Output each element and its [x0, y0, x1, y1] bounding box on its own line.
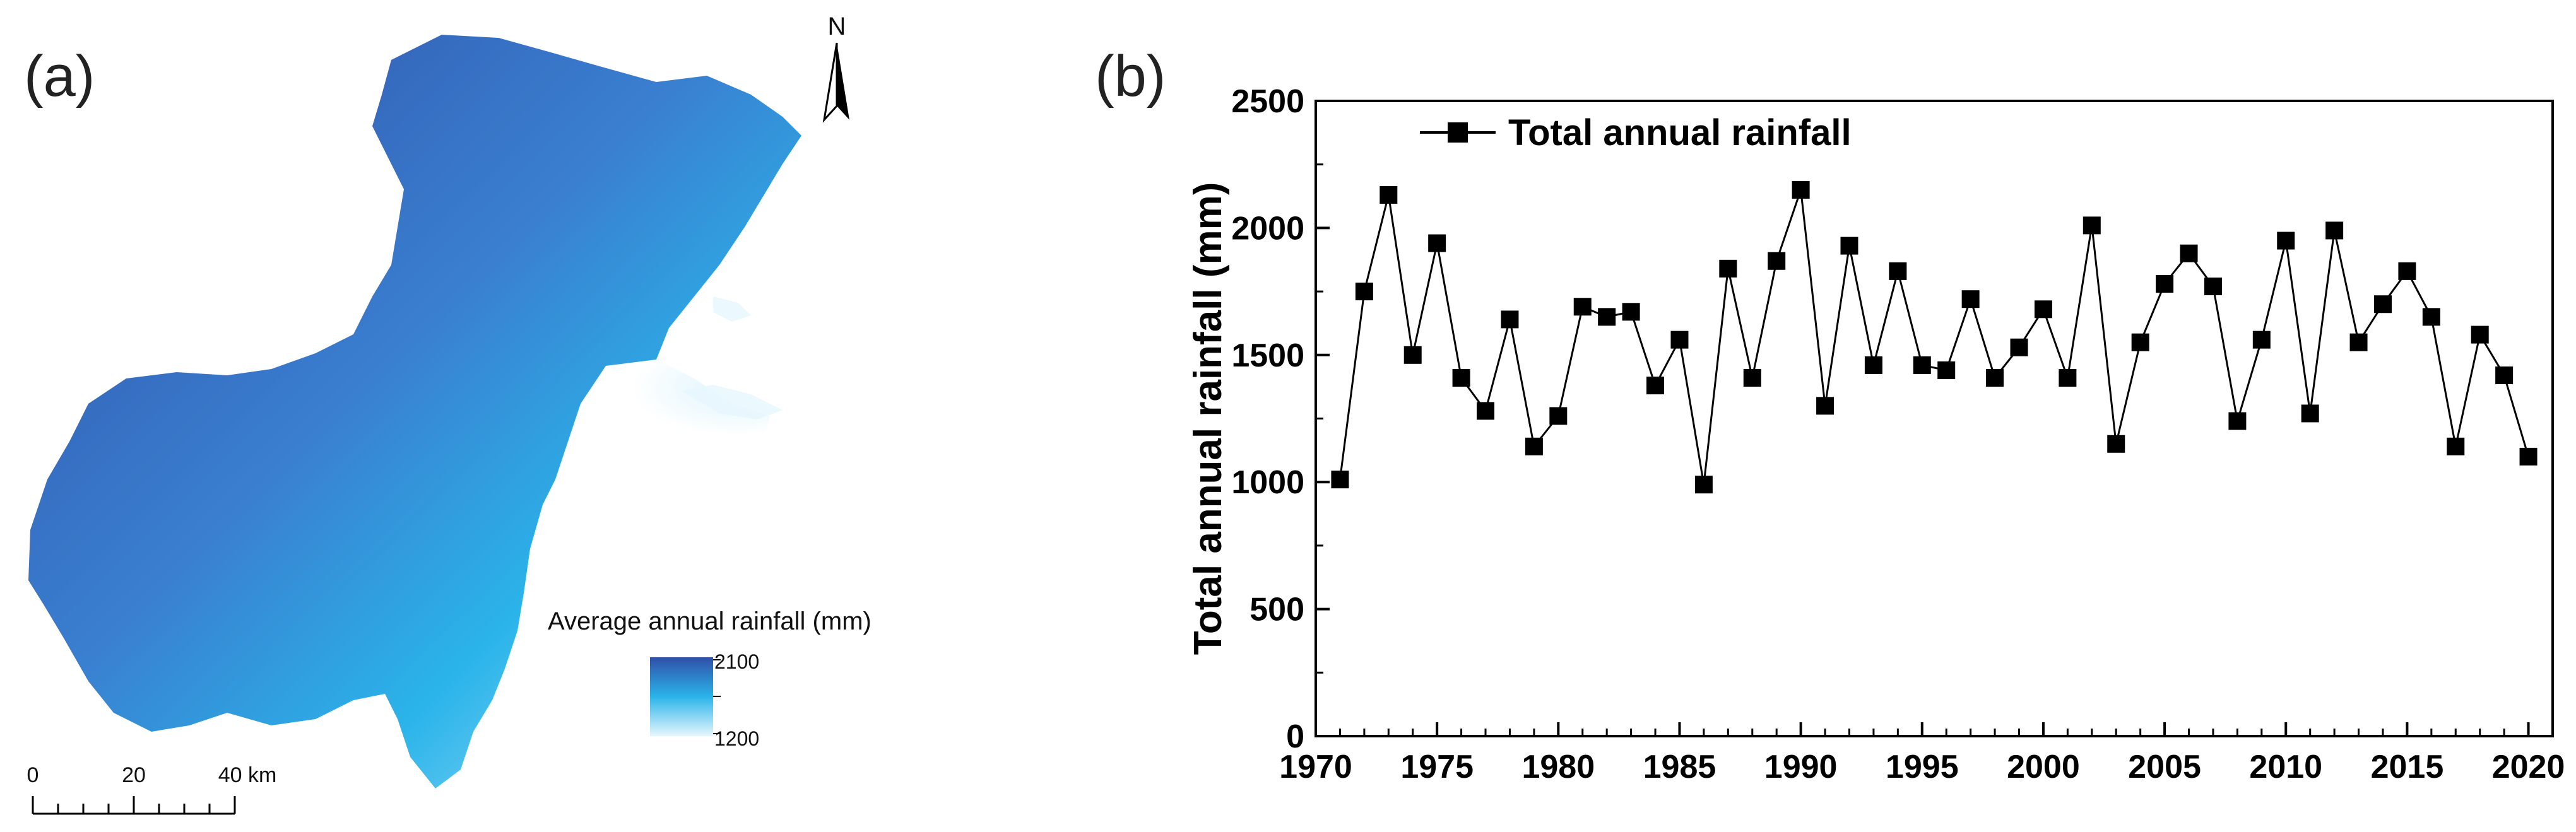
scale-bar: 0 20 40 km — [27, 763, 277, 815]
data-point — [2373, 295, 2392, 313]
data-point — [1694, 476, 1713, 494]
data-point — [2349, 333, 2368, 351]
chart-legend: Total annual rainfall — [1420, 112, 1852, 153]
panel-b-label: (b) — [1095, 44, 1166, 108]
region-shape — [28, 35, 801, 788]
legend-max-label: 2100 — [714, 650, 759, 673]
x-tick-label: 2005 — [2128, 749, 2201, 785]
y-tick-label: 2500 — [1231, 83, 1304, 120]
data-point — [1670, 331, 1689, 349]
legend-colorbar — [650, 657, 713, 736]
data-point — [1719, 259, 1737, 278]
data-point — [2034, 300, 2052, 319]
x-axis: 1970 1975 1980 1985 1990 1995 2000 2005 2010 2015… — [1279, 722, 2565, 785]
data-point — [1380, 186, 1398, 204]
y-tick-label: 500 — [1250, 592, 1304, 628]
x-tick-label: 1980 — [1521, 749, 1595, 785]
panel-a-label: (a) — [24, 44, 95, 108]
data-point — [2156, 275, 2174, 293]
data-point — [2010, 338, 2028, 356]
data-point — [2277, 231, 2295, 250]
y-tick-label: 2000 — [1231, 210, 1304, 247]
north-label: N — [828, 13, 846, 40]
data-point — [2447, 437, 2465, 455]
data-point — [2495, 366, 2514, 385]
data-point — [1549, 407, 1568, 425]
data-point — [1913, 356, 1931, 374]
y-tick-label: 1000 — [1231, 464, 1304, 501]
legend-marker — [1448, 122, 1468, 143]
data-point — [1598, 308, 1616, 326]
data-point — [1889, 262, 1907, 280]
data-point — [2107, 435, 2125, 453]
data-point — [2301, 404, 2319, 423]
legend-series-label: Total annual rainfall — [1508, 112, 1852, 153]
data-point — [2252, 331, 2271, 349]
data-point — [1355, 283, 1373, 301]
coastal-islands — [682, 296, 783, 419]
scale-tick-label-40: 40 km — [218, 763, 277, 787]
y-axis: 0 500 1000 1500 2000 2500 — [1231, 83, 1330, 755]
data-point — [2059, 369, 2077, 387]
x-tick-label: 2015 — [2371, 749, 2444, 785]
rainfall-map — [28, 35, 801, 788]
data-point — [1331, 471, 1349, 489]
x-tick-label: 1990 — [1764, 749, 1838, 785]
data-point — [1768, 252, 1786, 270]
plot-frame — [1315, 100, 2554, 737]
data-point — [2180, 244, 2198, 262]
north-arrow-light-half — [822, 42, 838, 123]
data-point — [2083, 216, 2101, 235]
data-point — [1573, 298, 1592, 316]
x-tick-label: 2000 — [2007, 749, 2080, 785]
data-point — [1961, 290, 1980, 308]
y-tick-label: 0 — [1286, 718, 1304, 755]
scale-ticks — [32, 796, 236, 814]
y-tick-label: 1500 — [1231, 337, 1304, 374]
data-point — [1403, 346, 1422, 364]
x-tick-label: 2010 — [2249, 749, 2322, 785]
legend-title: Average annual rainfall (mm) — [548, 607, 871, 635]
data-point — [2471, 325, 2489, 344]
data-point — [1646, 377, 1665, 395]
data-point — [2228, 412, 2247, 430]
series-layer — [1331, 180, 2538, 494]
data-point — [1840, 237, 1858, 255]
north-arrow: N — [822, 13, 849, 123]
x-tick-label: 1985 — [1643, 749, 1716, 785]
data-point — [1743, 369, 1761, 387]
data-point — [1864, 356, 1882, 374]
y-axis-title: Total annual rainfall (mm) — [1186, 182, 1230, 655]
data-point — [2325, 221, 2344, 240]
data-point — [1986, 369, 2004, 387]
coastal-lowland — [555, 344, 770, 442]
legend-min-label: 1200 — [714, 727, 759, 750]
data-point — [1525, 437, 1543, 455]
north-arrow-dark-half — [837, 43, 849, 120]
x-tick-label: 1975 — [1400, 749, 1474, 785]
data-point — [1452, 369, 1470, 387]
data-point — [1792, 180, 1810, 199]
data-point — [1937, 361, 1956, 379]
data-point — [1816, 397, 1835, 415]
scale-tick-label-0: 0 — [27, 763, 39, 787]
panel-b: (b) 0 500 1000 1500 2000 2500 1970 1975 1980 198… — [1095, 44, 2565, 785]
data-point — [1622, 303, 1640, 321]
scale-tick-label-20: 20 — [122, 763, 146, 787]
data-point — [1501, 310, 1519, 329]
data-point — [2131, 333, 2149, 351]
data-point — [1428, 234, 1446, 252]
x-tick-label: 2020 — [2492, 749, 2565, 785]
x-tick-label: 1970 — [1279, 749, 1352, 785]
panel-a: (a) N Average annual rainfall (mm) 2100 … — [24, 13, 871, 815]
data-point — [2204, 278, 2222, 296]
map-legend: Average annual rainfall (mm) 2100 1200 — [548, 607, 871, 750]
data-point — [2519, 447, 2538, 466]
x-tick-label: 1995 — [1886, 749, 1959, 785]
data-point — [2398, 262, 2416, 280]
data-point — [2422, 308, 2440, 326]
data-point — [1477, 402, 1495, 420]
